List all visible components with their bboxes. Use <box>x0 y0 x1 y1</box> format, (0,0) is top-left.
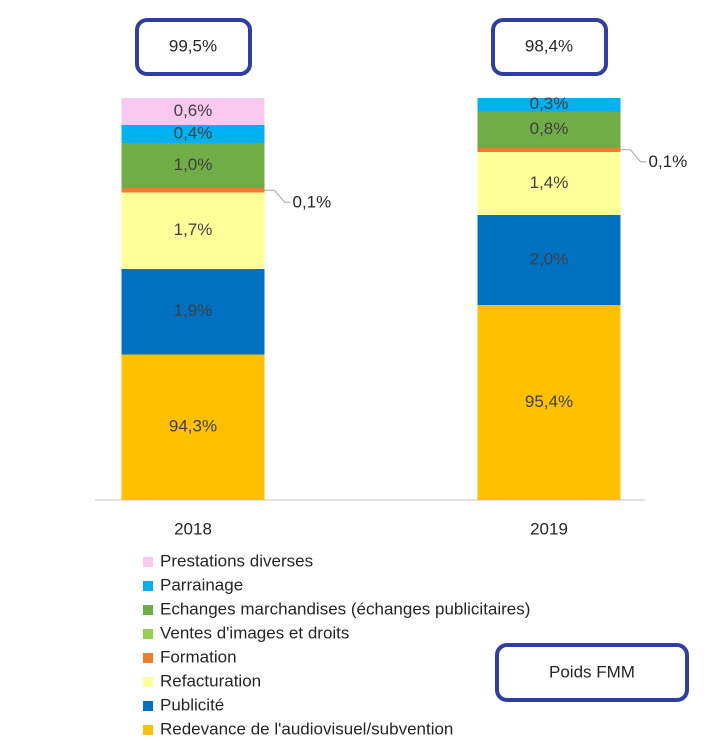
legend-swatch <box>143 701 153 711</box>
x-tick-label: 2018 <box>174 519 212 538</box>
legend-label: Ventes d'images et droits <box>160 623 349 642</box>
legend-swatch <box>143 677 153 687</box>
total-label: 99,5% <box>169 36 217 55</box>
total-box <box>491 18 608 76</box>
bar-segment <box>477 147 621 152</box>
data-label: 1,4% <box>530 173 569 192</box>
legend-swatch <box>143 653 153 663</box>
bar-segment <box>477 98 621 112</box>
data-label: 0,1% <box>293 193 332 212</box>
legend-label: Redevance de l'audiovisuel/subvention <box>160 719 453 738</box>
legend-label: Formation <box>160 647 237 666</box>
legend-label: Echanges marchandises (échanges publicit… <box>160 599 530 618</box>
legend-label: Refacturation <box>160 671 261 690</box>
bar-segment <box>121 98 265 125</box>
data-label: 0,1% <box>649 152 688 171</box>
data-label: 0,6% <box>174 101 213 120</box>
data-label: 1,7% <box>174 220 213 239</box>
data-label: 0,4% <box>174 123 213 142</box>
legend-swatch <box>143 581 153 591</box>
x-tick-label: 2019 <box>530 519 568 538</box>
bar-segment <box>477 215 621 305</box>
legend-swatch <box>143 605 153 615</box>
legend-label: Publicité <box>160 695 224 714</box>
total-label: 98,4% <box>525 36 573 55</box>
legend-swatch <box>143 629 153 639</box>
data-label: 94,3% <box>169 417 217 436</box>
leader-line <box>620 149 647 163</box>
data-label: 0,8% <box>530 119 569 138</box>
bar-segment <box>121 269 265 355</box>
data-label: 1,0% <box>174 155 213 174</box>
bar-segment <box>121 188 265 193</box>
bar-segment <box>477 305 621 500</box>
data-label: 1,9% <box>174 301 213 320</box>
bar-segment <box>121 354 265 500</box>
legend-label: Parrainage <box>160 575 243 594</box>
bar-segment <box>121 143 265 188</box>
bar-segment <box>121 192 265 269</box>
data-label: 2,0% <box>530 249 569 268</box>
data-label: 95,4% <box>525 392 573 411</box>
legend-swatch <box>143 725 153 735</box>
data-label: 0,3% <box>530 94 569 113</box>
bar-segment <box>477 152 621 215</box>
legend-swatch <box>143 557 153 567</box>
annotation-box <box>495 643 689 702</box>
bar-segment <box>121 125 265 143</box>
legend-label: Prestations diverses <box>160 551 313 570</box>
bar-segment <box>477 111 621 148</box>
leader-line <box>264 189 291 203</box>
annotation: Poids FMM <box>549 662 635 681</box>
total-box <box>135 18 252 76</box>
